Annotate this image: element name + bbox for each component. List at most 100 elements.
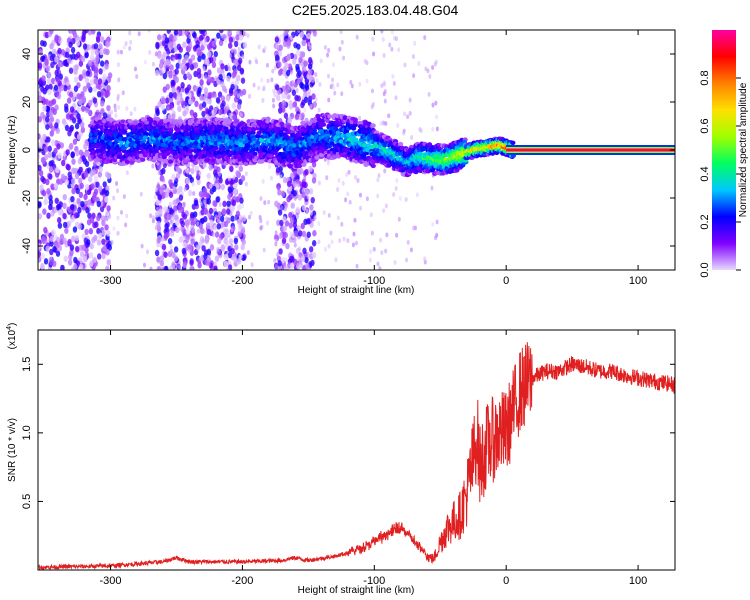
noise-speck — [303, 175, 307, 181]
noise-speck — [289, 69, 293, 75]
noise-speck — [296, 79, 300, 85]
noise-speck — [128, 46, 132, 51]
noise-speck — [242, 254, 247, 261]
noise-speck — [338, 46, 342, 52]
noise-speck — [435, 114, 439, 120]
noise-speck — [112, 226, 116, 231]
trace-cell — [122, 129, 128, 134]
noise-speck — [280, 205, 284, 211]
noise-speck — [303, 67, 307, 72]
noise-speck — [346, 238, 350, 244]
noise-speck — [61, 175, 67, 182]
noise-speck — [241, 203, 245, 209]
noise-speck — [267, 164, 271, 170]
noise-speck — [94, 49, 100, 56]
noise-speck — [336, 215, 340, 221]
noise-speck — [340, 39, 344, 45]
noise-speck — [354, 175, 358, 180]
noise-speck — [172, 185, 176, 191]
noise-speck — [224, 88, 228, 94]
noise-speck — [104, 91, 109, 98]
noise-speck — [355, 263, 359, 269]
noise-speck — [219, 30, 224, 34]
noise-speck — [370, 230, 374, 236]
noise-speck — [55, 76, 61, 83]
noise-speck — [340, 221, 344, 227]
noise-speck — [369, 249, 373, 255]
noise-speck — [249, 210, 253, 216]
noise-speck — [84, 183, 90, 191]
noise-speck — [64, 76, 69, 83]
noise-speck — [217, 171, 221, 177]
noise-speck — [139, 191, 143, 197]
noise-speck — [107, 72, 113, 79]
noise-speck — [196, 67, 202, 75]
noise-speck — [435, 126, 439, 132]
noise-speck — [305, 60, 309, 66]
noise-speck — [89, 260, 94, 267]
noise-speck — [237, 46, 241, 52]
noise-speck — [271, 68, 275, 74]
noise-speck — [218, 73, 223, 81]
noise-speck — [312, 101, 318, 108]
noise-speck — [356, 178, 360, 183]
noise-speck — [38, 133, 41, 140]
noise-speck — [38, 169, 44, 177]
noise-speck — [382, 80, 386, 86]
noise-speck — [198, 171, 202, 176]
noise-speck — [233, 216, 237, 221]
noise-speck — [69, 204, 75, 211]
noise-speck — [100, 100, 105, 107]
noise-speck — [330, 239, 334, 245]
noise-speck — [66, 57, 72, 64]
noise-speck — [387, 113, 391, 119]
noise-speck — [207, 261, 211, 267]
noise-speck — [327, 213, 331, 218]
noise-speck — [78, 74, 83, 82]
noise-speck — [38, 176, 41, 183]
trace-cell — [233, 118, 240, 124]
noise-speck — [314, 97, 318, 103]
noise-speck — [380, 250, 384, 256]
noise-speck — [160, 34, 166, 41]
noise-speck — [38, 49, 43, 56]
trace-cell — [252, 151, 258, 157]
noise-speck — [48, 83, 53, 91]
noise-speck — [173, 255, 179, 262]
noise-speck — [185, 228, 191, 235]
noise-speck — [318, 82, 322, 87]
noise-speck — [57, 61, 62, 68]
noise-speck — [57, 209, 63, 216]
noise-speck — [49, 248, 54, 256]
noise-speck — [206, 248, 212, 256]
noise-speck — [92, 256, 97, 263]
noise-speck — [77, 157, 83, 165]
noise-speck — [179, 217, 184, 225]
noise-speck — [163, 63, 167, 69]
noise-speck — [86, 239, 91, 246]
noise-speck — [213, 261, 217, 267]
noise-speck — [133, 106, 137, 112]
noise-speck — [100, 108, 105, 115]
noise-speck — [78, 191, 84, 199]
noise-speck — [82, 255, 87, 263]
noise-speck — [151, 215, 155, 221]
noise-speck — [75, 187, 80, 195]
noise-speck — [177, 204, 183, 211]
noise-speck — [154, 51, 158, 57]
noise-speck — [98, 165, 103, 173]
noise-speck — [273, 65, 277, 71]
noise-speck — [77, 207, 82, 214]
noise-speck — [240, 175, 246, 182]
noise-speck — [106, 172, 112, 180]
noise-speck — [106, 205, 111, 212]
noise-speck — [368, 257, 372, 263]
noise-speck — [38, 95, 43, 102]
noise-speck — [204, 37, 208, 43]
noise-speck — [201, 238, 205, 244]
noise-speck — [164, 265, 169, 270]
noise-speck — [236, 103, 242, 110]
noise-speck — [74, 64, 79, 71]
noise-speck — [174, 214, 179, 222]
